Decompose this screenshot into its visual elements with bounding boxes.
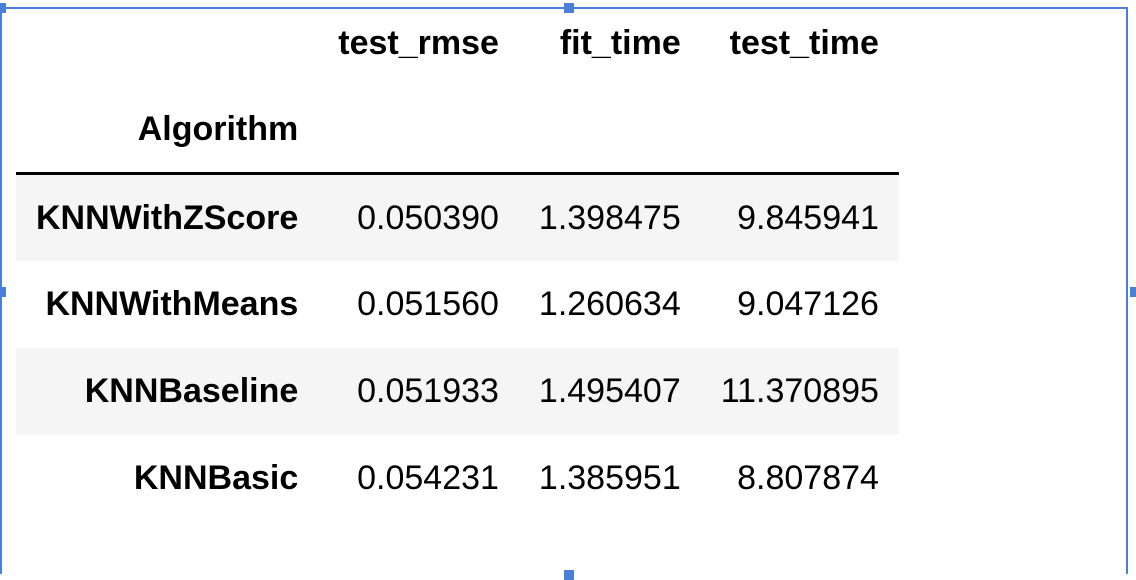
resize-handle-top-left[interactable] <box>0 3 6 13</box>
index-header-blank <box>701 86 899 174</box>
index-header-row: Algorithm <box>16 86 899 174</box>
selection-frame-right <box>1126 7 1128 574</box>
column-header-fit-time: fit_time <box>559 24 681 62</box>
index-header-blank <box>318 86 519 174</box>
resize-handle-top-center[interactable] <box>564 3 574 13</box>
table-row: KNNBaseline 0.051933 1.495407 11.370895 <box>16 347 899 435</box>
index-header-blank <box>519 86 701 174</box>
cell-test-rmse: 0.051560 <box>357 285 499 323</box>
index-name-header: Algorithm <box>137 110 299 148</box>
resize-handle-bottom-center[interactable] <box>564 570 574 580</box>
cell-test-rmse: 0.054231 <box>357 459 499 497</box>
results-table: test_rmse fit_time test_time Algorithm K… <box>16 0 899 522</box>
row-label: KNNBaseline <box>84 372 299 410</box>
row-label: KNNBasic <box>133 459 299 497</box>
cell-test-time: 11.370895 <box>720 372 879 410</box>
cell-fit-time: 1.260634 <box>538 285 681 323</box>
cell-test-time: 8.807874 <box>737 459 879 497</box>
resize-handle-middle-right[interactable] <box>1130 287 1136 297</box>
cell-test-rmse: 0.050390 <box>357 198 499 237</box>
table-row: KNNBasic 0.054231 1.385951 8.807874 <box>16 434 899 522</box>
table-row: KNNWithZScore 0.050390 1.398475 9.845941 <box>16 173 899 261</box>
cell-test-time: 9.845941 <box>737 198 879 237</box>
cell-test-rmse: 0.051933 <box>357 372 499 410</box>
cell-fit-time: 1.398475 <box>538 198 681 237</box>
dataframe-container: test_rmse fit_time test_time Algorithm K… <box>16 0 899 522</box>
table-row: KNNWithMeans 0.051560 1.260634 9.047126 <box>16 260 899 348</box>
cell-test-time: 9.047126 <box>737 285 879 323</box>
row-label: KNNWithMeans <box>45 285 299 323</box>
cell-fit-time: 1.495407 <box>538 372 681 410</box>
column-header-test-time: test_time <box>729 24 879 62</box>
column-header-row: test_rmse fit_time test_time <box>16 0 899 86</box>
resize-handle-middle-left[interactable] <box>0 287 6 297</box>
column-header-test-rmse: test_rmse <box>338 24 499 62</box>
corner-cell <box>16 0 318 86</box>
cell-fit-time: 1.385951 <box>538 459 681 497</box>
row-label: KNNWithZScore <box>36 198 299 237</box>
